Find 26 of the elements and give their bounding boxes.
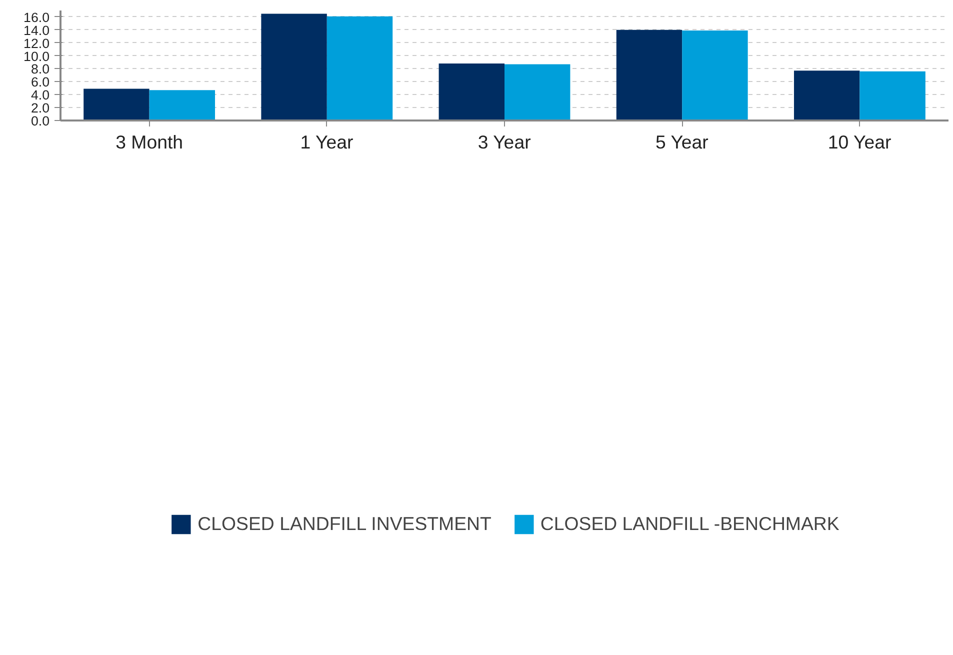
x-tick-label: 5 Year: [655, 132, 708, 152]
y-tick-label: 16.0: [24, 10, 50, 25]
x-tick-label: 10 Year: [828, 132, 892, 152]
bar: [149, 90, 216, 120]
bar: [261, 14, 327, 120]
bar: [682, 30, 748, 120]
bar: [438, 64, 504, 120]
legend-label: CLOSED LANDFILL -BENCHMARK: [540, 513, 840, 535]
x-tick-label: 1 Year: [300, 132, 354, 152]
x-tick-label: 3 Month: [116, 132, 184, 152]
bar: [326, 16, 393, 120]
y-tick-label: 10.0: [24, 48, 50, 64]
bar: [794, 70, 860, 120]
y-tick-label: 0.0: [30, 114, 50, 128]
y-tick-label: 4.0: [30, 88, 50, 103]
x-tick-label: 3 Year: [478, 132, 531, 152]
bar: [84, 88, 150, 120]
bar: [616, 30, 682, 120]
y-tick-label: 2.0: [30, 100, 50, 116]
y-tick-label: 14.0: [24, 22, 50, 38]
bar: [504, 64, 570, 120]
y-tick-label: 8.0: [30, 62, 50, 77]
legend-label: CLOSED LANDFILL INVESTMENT: [198, 513, 492, 535]
y-tick-label: 6.0: [30, 74, 50, 90]
y-tick-label: 12.0: [24, 36, 50, 51]
bar: [860, 71, 926, 120]
